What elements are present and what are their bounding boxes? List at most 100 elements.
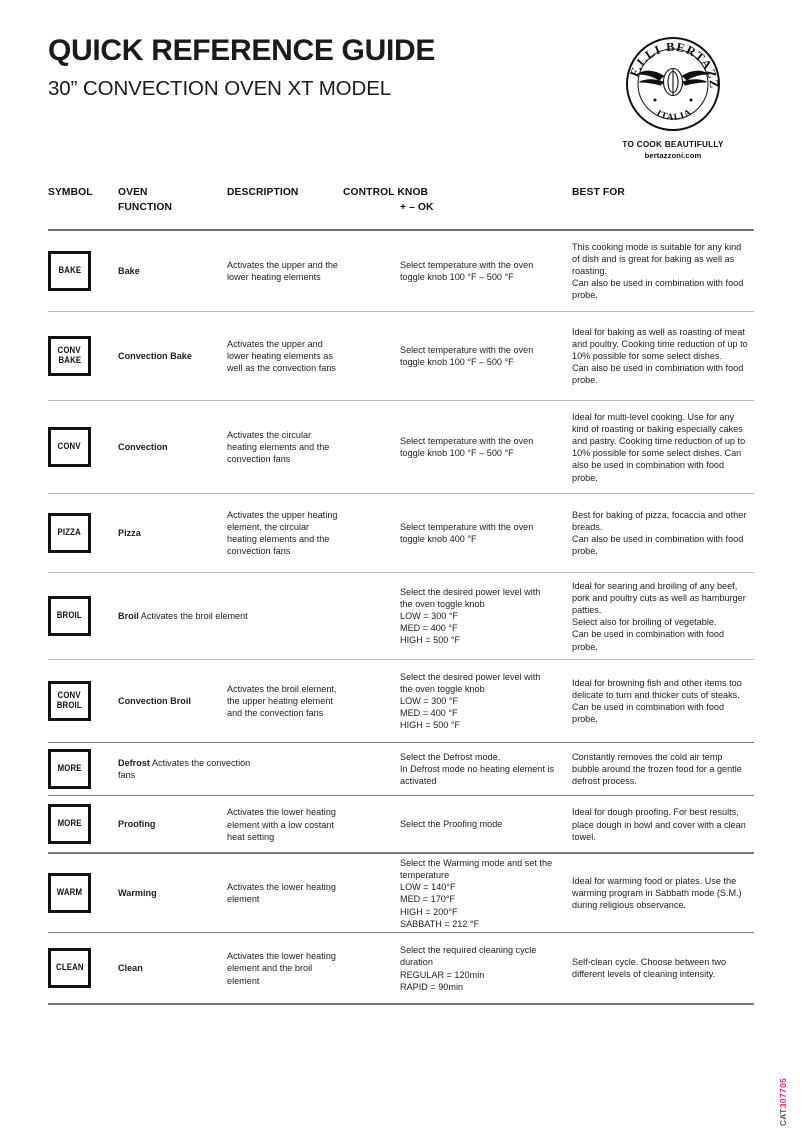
best-for-description: Ideal for dough proofing. For best resul… — [572, 807, 746, 842]
control-knob-instructions: Select the desired power level with the … — [400, 671, 541, 731]
function-name-label: Broil — [118, 610, 139, 621]
symbol-text-line: PIZZA — [57, 526, 82, 538]
row-divider — [48, 1003, 754, 1005]
oven-mode-symbol: BAKE — [48, 250, 91, 291]
best-for-description: Ideal for multi-level cooking. Use for a… — [572, 411, 746, 483]
column-header-knob-keys: + – OK — [400, 202, 434, 213]
document-code-prefix: CAT — [778, 1108, 788, 1126]
oven-mode-symbol: MORE — [48, 804, 91, 845]
row-divider — [48, 658, 754, 660]
control-knob-instructions: Select temperature with the oven toggle … — [400, 435, 534, 458]
page-title: QUICK REFERENCE GUIDE — [48, 34, 436, 67]
symbol-text-line: MORE — [57, 762, 82, 774]
column-header-symbol: SYMBOL — [48, 187, 93, 198]
table-body: BAKE Bake Activates the upper and the lowe… — [48, 231, 754, 1005]
symbol-text-line: WARM — [56, 886, 83, 898]
function-name-label: Defrost — [118, 757, 150, 768]
best-for-description: This cooking mode is suitable for any ki… — [572, 241, 744, 301]
function-name: Proofing — [118, 819, 156, 830]
brand-tagline: TO COOK BEAUTIFULLY — [622, 140, 724, 149]
function-name: Bake — [118, 265, 140, 276]
row-divider — [48, 852, 754, 854]
symbol-text-line: CONV — [57, 440, 82, 452]
oven-mode-symbol: CONV BROIL — [48, 680, 91, 721]
symbol-text-line: BAKE — [58, 354, 81, 366]
function-name-detail: Activates the broil element — [138, 610, 248, 621]
function-name: Pizza — [118, 527, 141, 538]
best-for-description: Ideal for warming food or plates. Use th… — [572, 875, 742, 911]
control-knob-instructions: Select the Warming mode and set the temp… — [400, 857, 553, 929]
best-for-description: Constantly removes the cold air temp bub… — [572, 751, 742, 787]
mode-description: Activates the broil element, the upper h… — [227, 683, 337, 718]
control-knob-instructions: Select the Proofing mode — [400, 819, 503, 830]
control-knob-instructions: Select the Defrost mode. In Defrost mode… — [400, 751, 555, 787]
function-name: Clean — [118, 963, 143, 974]
brand-url: bertazzoni.com — [644, 151, 702, 160]
table-row: CONV BROIL Convection Broil Activates the b… — [48, 660, 754, 742]
row-divider — [48, 931, 754, 934]
function-name-detail: Activates the convection fans — [118, 757, 251, 781]
table-row: CONV Convection Activates the circular hea… — [48, 401, 754, 493]
table-row: BAKE Bake Activates the upper and the lowe… — [48, 231, 754, 311]
mode-description: Activates the lower heating element and … — [227, 951, 336, 986]
table-row: PIZZA Pizza Activates the upper heating el… — [48, 494, 754, 572]
control-knob-instructions: Select temperature with the oven toggle … — [400, 259, 534, 282]
title-block: QUICK REFERENCE GUIDE 30” CONVECTION OVE… — [48, 34, 435, 102]
best-for-description: Ideal for baking as well as roasting of … — [572, 326, 748, 386]
control-knob-instructions: Select temperature with the oven toggle … — [400, 521, 534, 544]
mode-description: Activates the lower heating element with… — [227, 807, 336, 842]
oven-mode-symbol: CONV — [48, 426, 91, 467]
symbol-text-line: MORE — [57, 818, 82, 830]
page-header: QUICK REFERENCE GUIDE 30” CONVECTION OVE… — [48, 34, 754, 164]
brand-logo-block: F.LLI BERTAZZONI ITALIA TO C — [598, 34, 748, 160]
mode-description: Activates the upper and the lower heatin… — [227, 259, 338, 282]
column-header-function: FUNCTION — [118, 202, 172, 213]
mode-description: Activates the upper heating element, the… — [227, 509, 338, 557]
mode-description: Activates the lower heating element — [227, 881, 336, 904]
oven-mode-symbol: WARM — [48, 872, 91, 913]
function-name: Convection Broil — [118, 695, 191, 706]
best-for-description: Ideal for browning fish and other items … — [572, 677, 742, 725]
row-divider — [48, 492, 754, 494]
function-name: Convection Bake — [118, 350, 192, 361]
table-row: CLEAN Clean Activates the lower heating el… — [48, 933, 754, 1003]
oven-mode-symbol: BROIL — [48, 595, 91, 636]
column-header-control-knob: CONTROL KNOB — [343, 187, 429, 198]
table-row: MORE Defrost Activates the convection fan… — [48, 743, 754, 795]
symbol-text-line: BROIL — [56, 609, 83, 621]
table-row: BROIL Broil Activates the broil element Se… — [48, 573, 754, 659]
row-divider — [48, 794, 754, 797]
oven-mode-symbol: MORE — [48, 748, 91, 789]
mode-description: Activates the circular heating elements … — [227, 429, 330, 464]
symbol-text-line: BAKE — [58, 264, 81, 276]
symbol-text-line: CONV — [57, 689, 82, 701]
table-header-row: SYMBOL OVEN FUNCTION DESCRIPTION CONTROL… — [48, 185, 754, 229]
mode-description: Activates the upper and lower heating el… — [227, 338, 336, 373]
row-divider — [48, 310, 754, 312]
function-name: Broil Activates the broil element — [118, 610, 268, 622]
oven-functions-table: SYMBOL OVEN FUNCTION DESCRIPTION CONTROL… — [48, 185, 754, 1005]
symbol-text-line: BROIL — [56, 699, 83, 711]
document-code-number: 307705 — [778, 1077, 788, 1109]
control-knob-instructions: Select the required cleaning cycle durat… — [400, 945, 537, 992]
column-header-description: DESCRIPTION — [227, 187, 299, 198]
table-row: CONV BAKE Convection Bake Activates the upp… — [48, 312, 754, 400]
best-for-description: Best for baking of pizza, focaccia and o… — [572, 509, 747, 557]
control-knob-instructions: Select temperature with the oven toggle … — [400, 344, 534, 367]
svg-text:ITALIA: ITALIA — [654, 107, 694, 123]
column-header-best-for: BEST FOR — [572, 187, 625, 198]
oven-mode-symbol: PIZZA — [48, 512, 91, 553]
bertazzoni-logo-icon: F.LLI BERTAZZONI ITALIA — [623, 34, 720, 131]
function-name: Defrost Activates the convection fans — [118, 757, 268, 781]
page-subtitle: 30” CONVECTION OVEN XT MODEL — [48, 77, 392, 100]
oven-mode-symbol: CONV BAKE — [48, 335, 91, 376]
symbol-text-line: CONV — [57, 344, 82, 356]
oven-mode-symbol: CLEAN — [48, 948, 91, 989]
document-code: CAT307705 — [778, 1078, 788, 1126]
control-knob-instructions: Select the desired power level with the … — [400, 586, 541, 646]
function-name: Warming — [118, 887, 157, 898]
best-for-description: Ideal for searing and broiling of any be… — [572, 580, 746, 652]
row-divider — [48, 571, 754, 573]
row-divider — [48, 741, 754, 743]
